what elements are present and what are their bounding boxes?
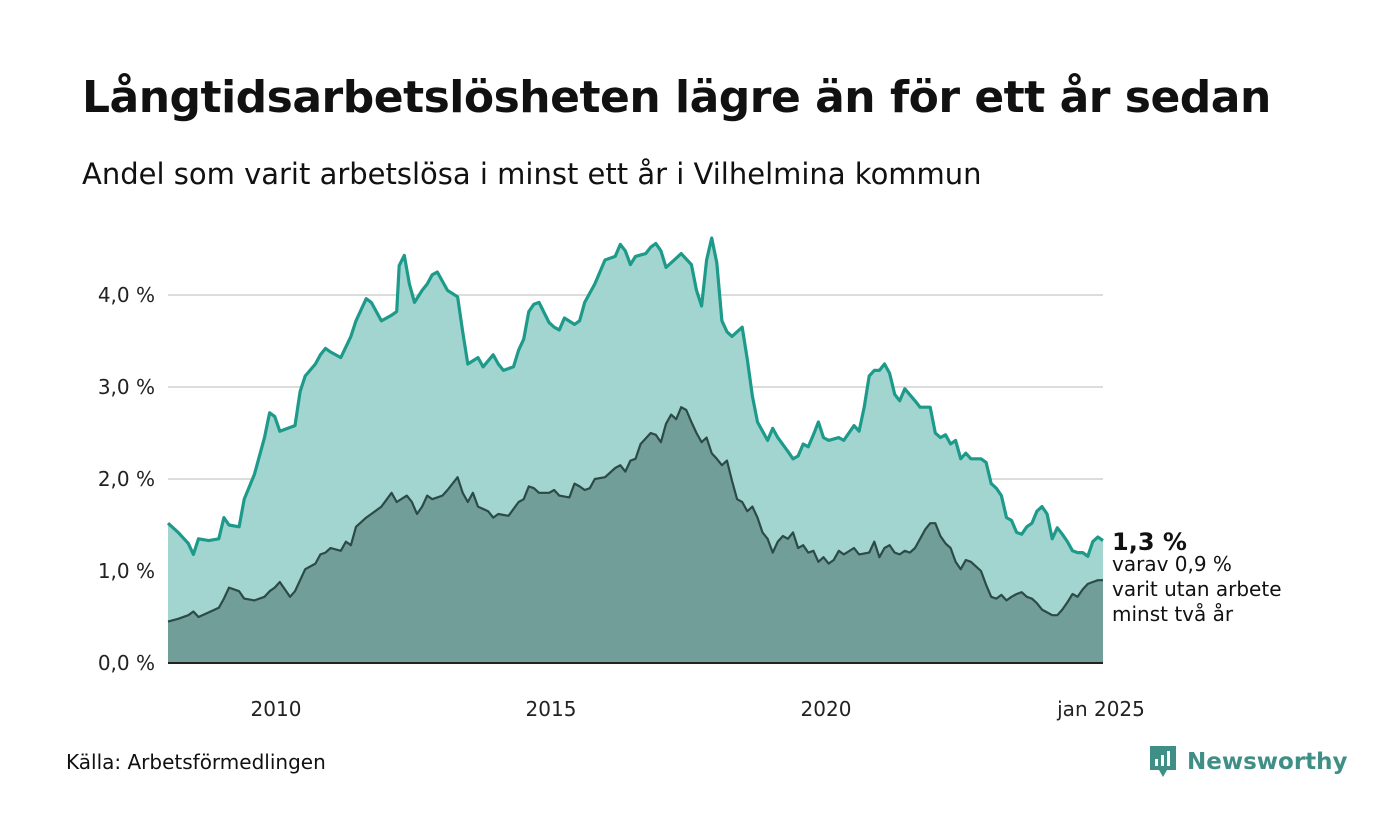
- chart-subtitle: Andel som varit arbetslösa i minst ett å…: [82, 157, 982, 191]
- source-note: Källa: Arbetsförmedlingen: [66, 750, 326, 774]
- y-tick-label: 0,0 %: [98, 651, 155, 675]
- annotation-line-2: varit utan arbete: [1112, 577, 1282, 601]
- area-series: [166, 236, 1104, 664]
- brand-logo: Newsworthy: [1148, 744, 1348, 780]
- newsworthy-logo-icon: [1150, 746, 1176, 777]
- x-tick-label: 2015: [526, 697, 577, 721]
- x-axis-tick-labels: 2010 2015 2020 jan 2025: [251, 697, 1145, 721]
- x-tick-label: 2020: [801, 697, 852, 721]
- latest-value-label: 1,3 %: [1112, 528, 1187, 556]
- x-tick-label: 2010: [251, 697, 302, 721]
- y-tick-label: 3,0 %: [98, 375, 155, 399]
- over-two-years-line: [167, 406, 1103, 623]
- y-tick-label: 4,0 %: [98, 283, 155, 307]
- chart-title: Långtidsarbetslösheten lägre än för ett …: [82, 72, 1271, 123]
- annotation-line-1: varav 0,9 %: [1112, 552, 1232, 576]
- x-tick-label: jan 2025: [1056, 697, 1145, 721]
- over-two-years-area: [168, 407, 1103, 663]
- y-tick-label: 1,0 %: [98, 559, 155, 583]
- y-axis-tick-labels: 0,0 % 1,0 % 2,0 % 3,0 % 4,0 %: [98, 283, 155, 675]
- long-term-unemployed-line: [166, 236, 1104, 558]
- y-tick-label: 2,0 %: [98, 467, 155, 491]
- brand-name: Newsworthy: [1187, 749, 1348, 775]
- annotation-line-3: minst två år: [1112, 602, 1234, 626]
